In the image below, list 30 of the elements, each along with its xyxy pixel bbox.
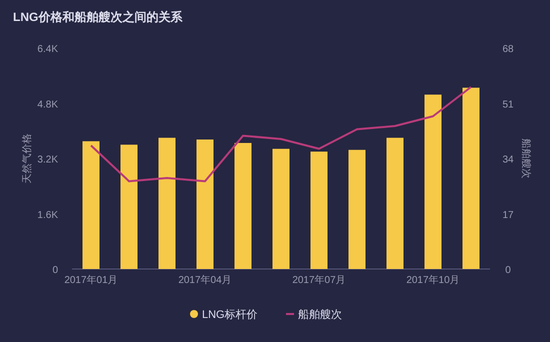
y-tick-label: 6.4K [37,44,58,55]
y2-tick-label: 0 [505,265,512,276]
x-tick-label: 2017年04月 [178,274,232,286]
x-tick-label: 2017年07月 [292,274,346,286]
y-tick-label: 1.6K [37,210,58,221]
x-tick-label: 2017年01月 [64,274,118,286]
y2-tick-label: 68 [502,44,514,55]
bar [158,138,176,269]
bar [462,88,480,269]
y2-axis-title: 船舶艘次 [520,138,532,178]
bar [424,94,442,269]
y-tick-label: 3.2K [37,154,58,166]
y-tick-label: 4.8K [37,99,58,110]
bar [234,142,252,269]
bar [348,150,366,269]
x-tick-label: 2017年10月 [406,274,460,286]
bar [272,148,290,269]
legend-label: LNG标杆价 [202,309,258,321]
bar [82,141,100,269]
y2-tick-label: 51 [502,99,514,110]
y2-tick-label: 34 [502,154,514,166]
y2-tick-label: 17 [502,210,514,221]
y-axis-title: 天然气价格 [21,134,33,184]
bar [310,152,328,269]
bar [120,144,138,269]
legend-label: 船舶艘次 [298,309,342,321]
chart-title: LNG价格和船舶艘次之间的关系 [13,10,184,24]
bar [196,140,214,269]
bar [386,138,404,269]
y-tick-label: 0 [52,265,58,276]
